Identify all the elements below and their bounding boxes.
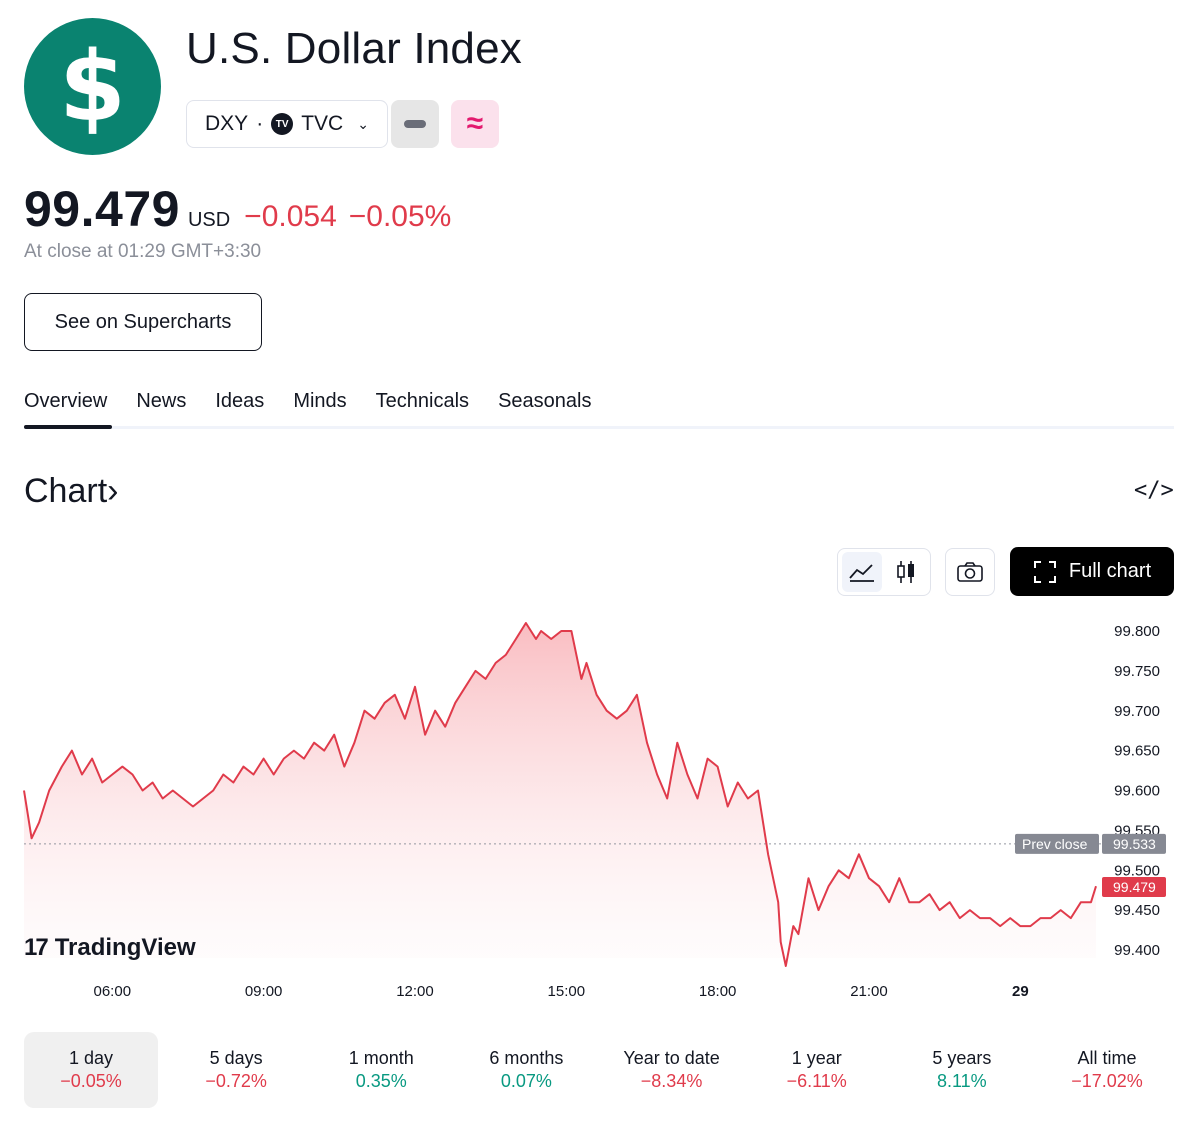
chart-heading-link[interactable]: Chart›: [24, 472, 118, 511]
price-chart[interactable]: 99.80099.75099.70099.65099.60099.55099.5…: [0, 600, 1198, 1020]
close-time: At close at 01:29 GMT+3:30: [24, 241, 262, 262]
approx-icon: ≈: [466, 107, 484, 140]
fullscreen-icon: [1033, 560, 1056, 583]
y-tick-label: 99.650: [1114, 743, 1160, 760]
full-chart-label: Full chart: [1068, 560, 1152, 582]
candles-chart-button[interactable]: [886, 552, 926, 592]
tab-divider: [24, 426, 1174, 429]
x-tick-label: 12:00: [396, 983, 434, 1000]
period-change: −8.34%: [640, 1071, 703, 1091]
period-6-months[interactable]: 6 months 0.07%: [459, 1032, 593, 1108]
price-currency: USD: [187, 209, 231, 231]
period-label: All time: [1077, 1048, 1137, 1068]
last-price: 99.479: [24, 181, 180, 237]
prev-close-label-bg: [1015, 833, 1099, 854]
period-5-years[interactable]: 5 years 8.11%: [895, 1032, 1029, 1108]
period-change: −17.02%: [1071, 1071, 1143, 1091]
period-selector: 1 day −0.05% 5 days −0.72% 1 month 0.35% 6 …: [24, 1032, 1174, 1108]
full-chart-button[interactable]: Full chart: [1010, 547, 1174, 596]
x-axis: 06:00 09:00 12:00 15:00 18:00 21:00 29: [94, 983, 1029, 1000]
minus-toggle-button[interactable]: [391, 100, 439, 148]
prev-close-label: Prev close: [1022, 836, 1088, 852]
exchange-name: TVC: [301, 112, 344, 135]
last-price-label-bg: [1102, 876, 1166, 897]
y-tick-label: 99.750: [1114, 663, 1160, 680]
last-price-tag: 99.479: [1102, 876, 1166, 897]
chevron-right-icon: ›: [107, 472, 119, 510]
period-label: 1 month: [348, 1048, 414, 1068]
prev-close-value: 99.533: [1113, 836, 1156, 852]
x-tick-label: 29: [1012, 983, 1029, 1000]
period-1-year[interactable]: 1 year −6.11%: [750, 1032, 884, 1108]
period-1-month[interactable]: 1 month 0.35%: [314, 1032, 448, 1108]
page-title: U.S. Dollar Index: [186, 24, 522, 73]
period-change: −0.72%: [205, 1071, 267, 1091]
period-5-days[interactable]: 5 days −0.72%: [169, 1032, 303, 1108]
period-label: 5 days: [209, 1048, 263, 1068]
area-chart-icon: [849, 564, 874, 582]
snapshot-button[interactable]: [945, 548, 995, 596]
price-line: [23, 622, 1097, 967]
embed-code-icon[interactable]: </>: [1134, 478, 1174, 503]
period-label: 6 months: [489, 1048, 564, 1068]
period-year-to-date[interactable]: Year to date −8.34%: [605, 1032, 739, 1108]
y-tick-label: 99.400: [1114, 942, 1160, 959]
price-change: −0.054: [244, 200, 337, 233]
tab-seasonals[interactable]: Seasonals: [498, 390, 592, 412]
symbol-selector[interactable]: DXY · TV TVC ⌄: [186, 100, 388, 148]
period-all-time[interactable]: All time −17.02%: [1040, 1032, 1174, 1108]
price-area-fill: [24, 623, 1096, 966]
chart-style-switcher: [837, 548, 931, 596]
period-label: Year to date: [623, 1048, 720, 1068]
price-block: 99.479 USD −0.054 −0.05%: [24, 180, 451, 238]
minus-icon: [404, 120, 426, 128]
symbol-ticker: DXY: [205, 112, 249, 135]
period-1-day[interactable]: 1 day −0.05%: [24, 1032, 158, 1108]
y-axis: 99.80099.75099.70099.65099.60099.55099.5…: [1114, 623, 1160, 959]
chart-heading-label: Chart: [24, 472, 108, 510]
tab-overview[interactable]: Overview: [24, 390, 108, 412]
x-tick-label: 06:00: [94, 983, 132, 1000]
tab-active-indicator: [24, 425, 112, 429]
period-change: 0.35%: [355, 1071, 407, 1091]
dollar-logo: $: [24, 18, 161, 155]
see-on-supercharts-button[interactable]: See on Supercharts: [24, 293, 262, 351]
prev-close-value-bg: [1102, 833, 1166, 854]
tab-bar: Overview News Ideas Minds Technicals Sea…: [24, 390, 591, 427]
tradingview-logo-icon: 17: [24, 934, 49, 961]
y-tick-label: 99.800: [1114, 623, 1160, 640]
x-tick-label: 21:00: [850, 983, 888, 1000]
y-tick-label: 99.600: [1114, 783, 1160, 800]
dollar-sign-icon: $: [59, 30, 126, 143]
x-tick-label: 15:00: [548, 983, 586, 1000]
prev-close-tag: Prev close 99.533: [1015, 833, 1166, 854]
period-label: 1 year: [791, 1048, 842, 1068]
tab-news[interactable]: News: [136, 390, 187, 412]
chevron-down-icon: ⌄: [357, 115, 369, 132]
tab-minds[interactable]: Minds: [293, 390, 347, 412]
camera-icon: [957, 562, 983, 582]
period-change: −6.11%: [786, 1071, 847, 1091]
period-change: 0.07%: [500, 1071, 552, 1091]
approx-button[interactable]: ≈: [451, 100, 499, 148]
candles-icon: [897, 561, 914, 583]
y-tick-label: 99.700: [1114, 703, 1160, 720]
x-tick-label: 09:00: [245, 983, 283, 1000]
last-price-label: 99.479: [1113, 879, 1156, 895]
y-tick-label: 99.500: [1114, 862, 1160, 879]
period-label: 1 day: [68, 1048, 114, 1068]
tradingview-wordmark: TradingView: [54, 934, 196, 961]
y-tick-label: 99.450: [1114, 902, 1160, 919]
period-change: 8.11%: [936, 1071, 987, 1091]
period-change: −0.05%: [60, 1071, 122, 1091]
period-label: 5 years: [932, 1048, 992, 1068]
tab-technicals[interactable]: Technicals: [375, 390, 470, 412]
tv-badge-icon: TV: [271, 113, 294, 135]
x-tick-label: 18:00: [699, 983, 737, 1000]
tradingview-watermark: 17 TradingView: [24, 934, 196, 962]
symbol-separator: ·: [256, 112, 264, 135]
price-change-pct: −0.05%: [348, 200, 452, 233]
area-chart-button[interactable]: [842, 552, 882, 592]
tab-ideas[interactable]: Ideas: [215, 390, 265, 412]
